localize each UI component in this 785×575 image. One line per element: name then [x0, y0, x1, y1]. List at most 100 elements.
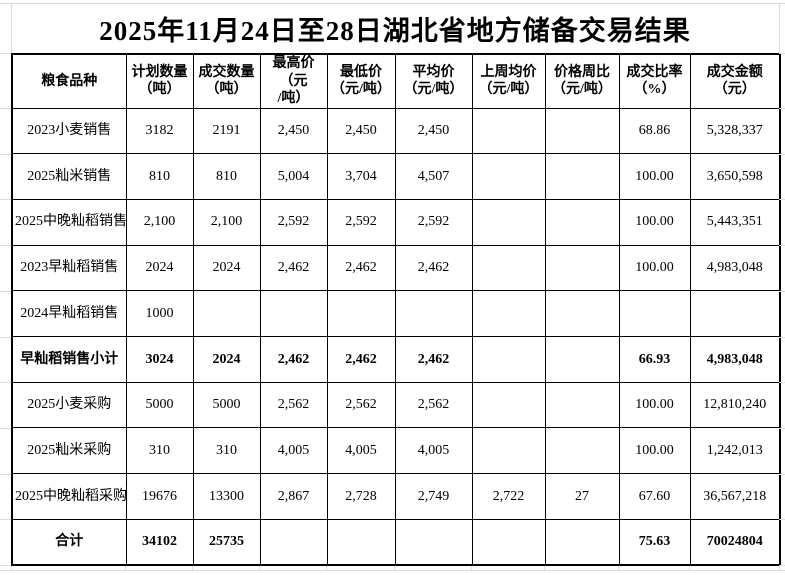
table-cell	[544, 518, 620, 566]
sheet-gridline	[0, 570, 785, 571]
table-cell: 2025小麦采购	[11, 381, 127, 429]
sheet-gridline	[326, 566, 327, 570]
sheet-gridline	[0, 108, 11, 109]
table-cell: 2,592	[394, 198, 473, 246]
table-cell: 100.00	[618, 198, 691, 246]
table-row: 2025小麦采购 5000 5000 2,562 2,562 2,562 100.00 12,…	[11, 381, 781, 429]
table-cell: 2,462	[394, 335, 473, 383]
column-header-max-price: 最高价 （元 /吨）	[259, 53, 328, 109]
table-cell: 2025中晚籼稻销售	[11, 198, 127, 246]
sheet-gridline	[0, 245, 11, 246]
table-cell: 4,005	[394, 427, 473, 474]
results-table: 粮食品种 计划数量 （吨） 成交数量 （吨） 最高价 （元 /吨） 最低价 （元…	[11, 53, 781, 566]
sheet-gridline	[0, 53, 11, 54]
table-cell: 1,242,013	[689, 427, 781, 474]
table-cell: 75.63	[618, 518, 691, 566]
sheet-gridline	[0, 428, 11, 429]
table-cell: 2,462	[394, 244, 473, 292]
table-cell: 100.00	[618, 427, 691, 474]
sheet-gridline	[0, 565, 11, 566]
sheet-gridline	[0, 382, 11, 383]
column-header-deal-quantity: 成交数量 （吨）	[192, 53, 261, 109]
column-header-min-price: 最低价 （元/吨）	[326, 53, 396, 109]
table-cell: 810	[125, 153, 194, 200]
column-header-price-week-change: 价格周比 （元/吨）	[544, 53, 620, 109]
sheet-gridline	[779, 474, 785, 475]
table-cell: 100.00	[618, 381, 691, 429]
table-cell: 100.00	[618, 153, 691, 200]
table-cell	[471, 427, 546, 474]
table-cell	[471, 107, 546, 155]
table-cell: 1000	[125, 290, 194, 337]
table-cell: 2,728	[326, 473, 396, 520]
table-cell: 2,867	[259, 473, 328, 520]
table-cell	[259, 290, 328, 337]
sheet-gridline	[779, 108, 785, 109]
table-cell: 2,562	[394, 381, 473, 429]
table-cell: 310	[192, 427, 261, 474]
table-row: 2023早籼稻销售 2024 2024 2,462 2,462 2,462 100.00 4,…	[11, 244, 781, 292]
table-cell: 2,462	[259, 244, 328, 292]
sheet-gridline	[779, 428, 785, 429]
table-cell: 2,450	[394, 107, 473, 155]
table-cell: 2025籼米采购	[11, 427, 127, 474]
sheet-gridline	[779, 199, 785, 200]
sheet-gridline	[779, 154, 785, 155]
table-cell: 2,462	[259, 335, 328, 383]
table-cell: 2,100	[125, 198, 194, 246]
sheet-gridline	[192, 566, 193, 570]
table-cell: 67.60	[618, 473, 691, 520]
table-cell: 2023早籼稻销售	[11, 244, 127, 292]
table-cell: 4,983,048	[689, 335, 781, 383]
table-cell: 2025中晚籼稻采购	[11, 473, 127, 520]
table-cell	[259, 518, 328, 566]
sheet-gridline	[259, 566, 260, 570]
table-row: 2025中晚籼稻采购 19676 13300 2,867 2,728 2,749 2,722…	[11, 473, 781, 520]
table-cell: 70024804	[689, 518, 781, 566]
table-cell: 34102	[125, 518, 194, 566]
table-cell: 13300	[192, 473, 261, 520]
table-row: 2024早籼稻销售 1000	[11, 290, 781, 337]
table-cell: 2191	[192, 107, 261, 155]
table-cell	[471, 518, 546, 566]
sheet-gridline	[11, 3, 12, 53]
table-cell: 2023小麦销售	[11, 107, 127, 155]
table-cell	[544, 244, 620, 292]
sheet-gridline	[125, 566, 126, 570]
sheet-gridline	[471, 566, 472, 570]
sheet-gridline	[689, 566, 690, 570]
table-row: 合计 34102 25735 75.63 70024804	[11, 518, 781, 566]
table-header-row: 粮食品种 计划数量 （吨） 成交数量 （吨） 最高价 （元 /吨） 最低价 （元…	[11, 53, 781, 109]
sheet-gridline	[0, 154, 11, 155]
table-cell: 3,650,598	[689, 153, 781, 200]
table-cell	[471, 153, 546, 200]
table-cell: 2024	[192, 244, 261, 292]
table-cell: 2,462	[326, 244, 396, 292]
table-cell: 2,450	[326, 107, 396, 155]
table-cell: 810	[192, 153, 261, 200]
table-cell: 2,450	[259, 107, 328, 155]
page-title: 2025年11月24日至28日湖北省地方储备交易结果	[99, 15, 691, 46]
table-cell: 66.93	[618, 335, 691, 383]
table-cell	[471, 244, 546, 292]
sheet-gridline	[779, 382, 785, 383]
table-row: 2025籼米采购 310 310 4,005 4,005 4,005 100.00 1,242…	[11, 427, 781, 474]
sheet-gridline	[779, 291, 785, 292]
table-cell: 2,462	[326, 335, 396, 383]
table-cell: 2,592	[259, 198, 328, 246]
table-cell	[544, 381, 620, 429]
table-cell: 5000	[192, 381, 261, 429]
sheet-gridline	[618, 566, 619, 570]
sheet-gridline	[779, 245, 785, 246]
sheet-gridline	[779, 566, 780, 570]
table-cell: 5000	[125, 381, 194, 429]
table-cell: 2,592	[326, 198, 396, 246]
table-cell: 27	[544, 473, 620, 520]
column-header-deal-ratio: 成交比率 （%）	[618, 53, 691, 109]
column-header-deal-amount: 成交金额 （元）	[689, 53, 781, 109]
table-cell	[544, 290, 620, 337]
table-cell: 100.00	[618, 244, 691, 292]
table-body: 2023小麦销售 3182 2191 2,450 2,450 2,450 68.86 5,32…	[11, 107, 781, 566]
sheet-gridline	[394, 566, 395, 570]
sheet-gridline	[11, 566, 12, 570]
